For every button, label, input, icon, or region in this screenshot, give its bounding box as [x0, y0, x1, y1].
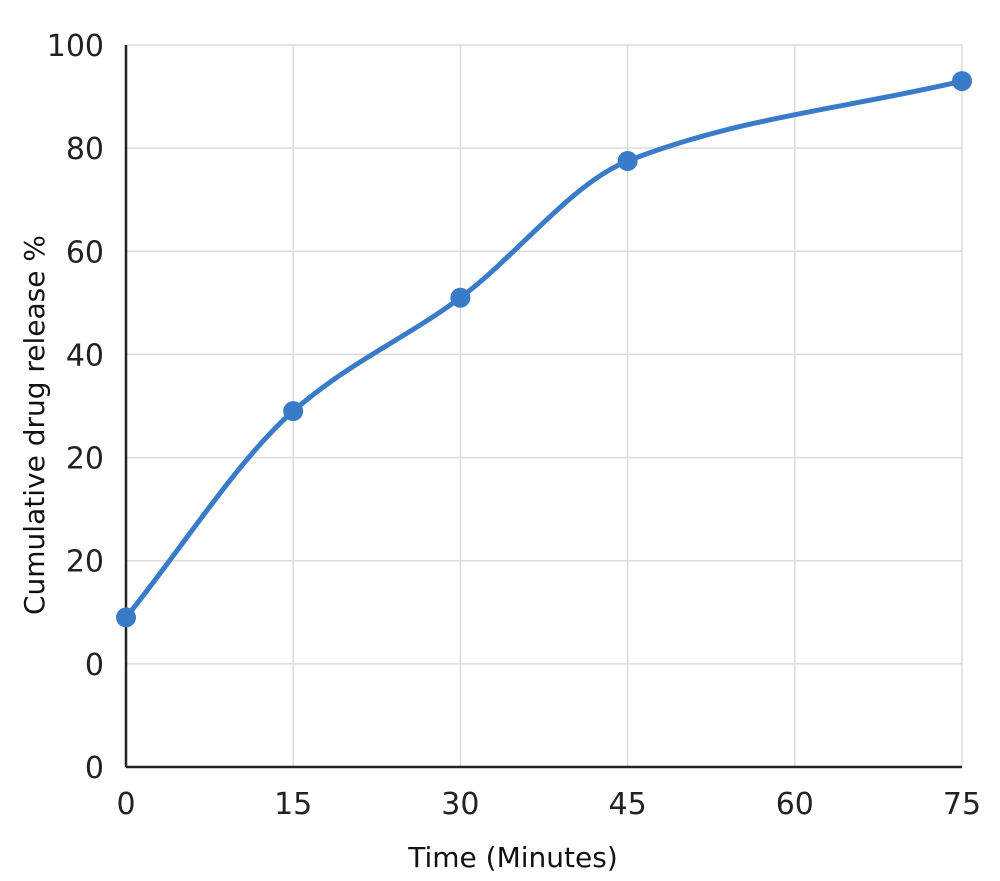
- series: [116, 71, 972, 628]
- x-tick-label: 60: [776, 787, 814, 822]
- x-tick-label: 15: [274, 787, 312, 822]
- x-tick-label: 30: [441, 787, 479, 822]
- data-point: [952, 71, 972, 92]
- data-point: [116, 607, 136, 628]
- y-axis-label: Cumulative drug release %: [18, 235, 51, 615]
- x-tick-label: 75: [943, 787, 981, 822]
- y-tick-label: 0: [85, 648, 104, 683]
- y-tick-label: 100: [47, 29, 104, 64]
- data-point: [283, 401, 304, 422]
- y-tick-label: 40: [66, 338, 104, 373]
- x-tick-labels: 0 15 30 45 60 75: [116, 787, 981, 822]
- axes: [124, 45, 962, 769]
- y-tick-label: 20: [66, 545, 104, 580]
- data-point: [450, 287, 471, 308]
- y-tick-label: 60: [66, 235, 104, 270]
- x-tick-label: 0: [116, 787, 135, 822]
- y-tick-labels: 0 0 20 20 40 60 80 100: [47, 29, 104, 786]
- x-axis-label: Time (Minutes): [407, 841, 618, 874]
- y-tick-label: 0: [85, 751, 104, 786]
- data-point: [617, 151, 638, 172]
- y-tick-label: 80: [66, 132, 104, 167]
- grid: [126, 44, 963, 767]
- x-tick-label: 45: [609, 787, 647, 822]
- series-line: [123, 78, 965, 620]
- y-tick-label: 20: [66, 442, 104, 477]
